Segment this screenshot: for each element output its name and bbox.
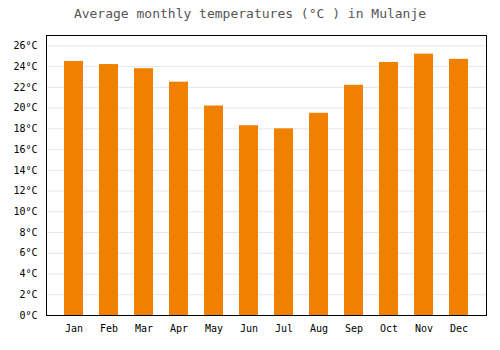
svg-text:Dec: Dec [450, 323, 468, 334]
svg-text:May: May [205, 323, 223, 334]
svg-text:Sep: Sep [345, 323, 363, 334]
svg-text:Jun: Jun [240, 323, 258, 334]
svg-text:Nov: Nov [415, 323, 433, 334]
svg-text:Jul: Jul [275, 323, 293, 334]
svg-text:22°C: 22°C [13, 82, 37, 93]
svg-text:Mar: Mar [135, 323, 153, 334]
svg-text:Apr: Apr [170, 323, 188, 334]
svg-text:6°C: 6°C [19, 247, 37, 258]
svg-text:Oct: Oct [380, 323, 398, 334]
svg-text:2°C: 2°C [19, 289, 37, 300]
html-text:Average monthly temperatures (: Average monthly temperatures (°C ) in Mu… [73, 6, 427, 21]
svg-text:14°C: 14°C [13, 165, 37, 176]
svg-text:0°C: 0°C [19, 310, 37, 321]
svg-text:Feb: Feb [100, 323, 118, 334]
svg-text:26°C: 26°C [13, 40, 37, 51]
svg-text:10°C: 10°C [13, 206, 37, 217]
svg-text:4°C: 4°C [19, 268, 37, 279]
svg-text:12°C: 12°C [13, 185, 37, 196]
svg-text:8°C: 8°C [19, 227, 37, 238]
svg-text:16°C: 16°C [13, 144, 37, 155]
svg-text:Aug: Aug [310, 323, 328, 334]
svg-text:Jan: Jan [65, 323, 83, 334]
svg-text:18°C: 18°C [13, 123, 37, 134]
svg-text:24°C: 24°C [13, 61, 37, 72]
svg-text:20°C: 20°C [13, 102, 37, 113]
